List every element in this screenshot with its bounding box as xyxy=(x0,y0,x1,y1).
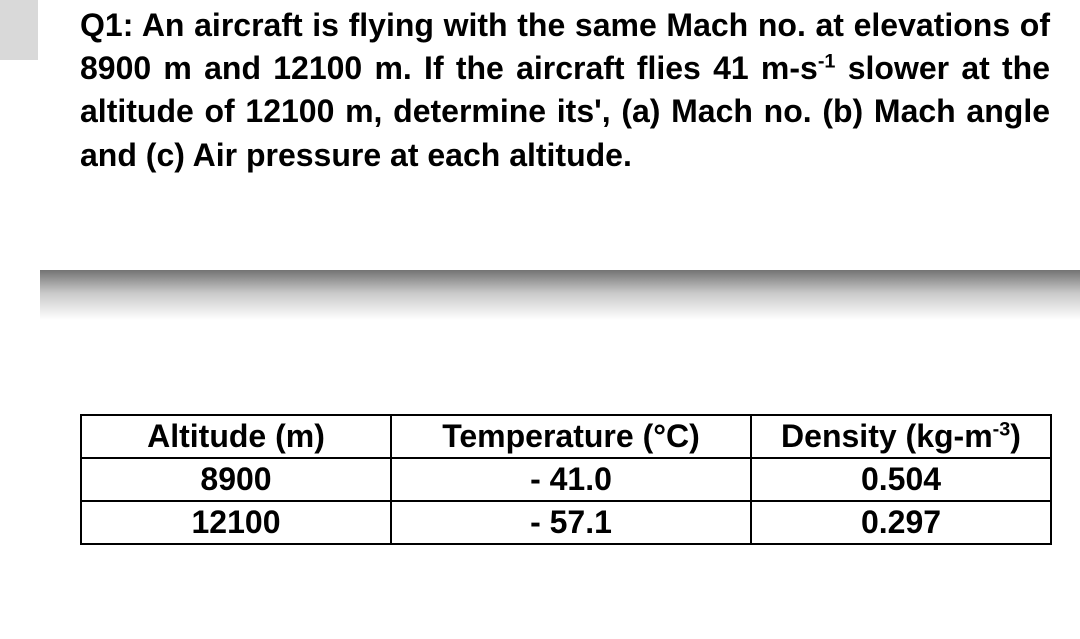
table-header-row: Altitude (m) Temperature (°C) Density (k… xyxy=(81,415,1051,458)
cell-altitude: 8900 xyxy=(81,458,391,501)
table-row: 8900 - 41.0 0.504 xyxy=(81,458,1051,501)
data-table: Altitude (m) Temperature (°C) Density (k… xyxy=(80,414,1052,545)
page-left-stub xyxy=(0,0,38,60)
col-header-density: Density (kg-m-3) xyxy=(751,415,1051,458)
cell-density: 0.297 xyxy=(751,501,1051,544)
cell-temperature: - 41.0 xyxy=(391,458,751,501)
page: Q1: An aircraft is flying with the same … xyxy=(0,0,1080,639)
cell-density: 0.504 xyxy=(751,458,1051,501)
question-text: Q1: An aircraft is flying with the same … xyxy=(80,4,1050,177)
cell-altitude: 12100 xyxy=(81,501,391,544)
data-table-block: Altitude (m) Temperature (°C) Density (k… xyxy=(80,414,1050,545)
col-header-temperature: Temperature (°C) xyxy=(391,415,751,458)
cell-temperature: - 57.1 xyxy=(391,501,751,544)
col-header-altitude: Altitude (m) xyxy=(81,415,391,458)
question-block: Q1: An aircraft is flying with the same … xyxy=(80,0,1050,177)
section-divider-shadow xyxy=(40,270,1080,320)
table-row: 12100 - 57.1 0.297 xyxy=(81,501,1051,544)
